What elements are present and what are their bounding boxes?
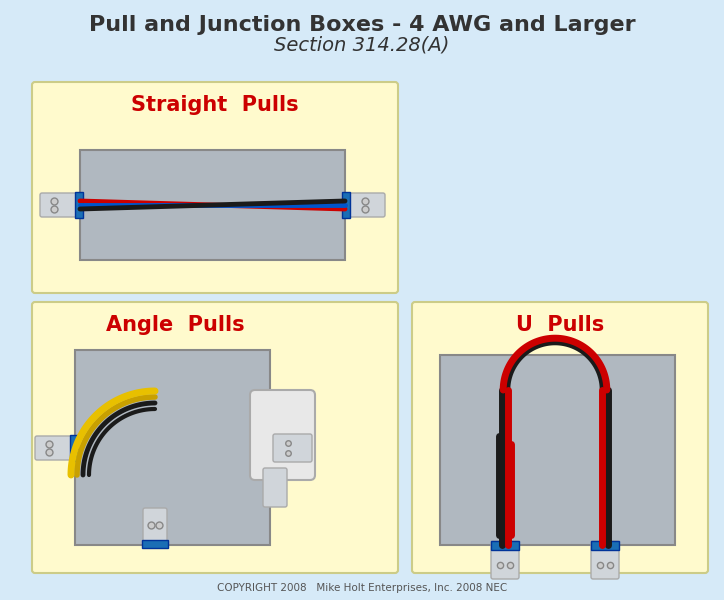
FancyBboxPatch shape — [32, 82, 398, 293]
Text: Angle  Pulls: Angle Pulls — [106, 315, 244, 335]
Text: U  Pulls: U Pulls — [516, 315, 604, 335]
Text: Pull and Junction Boxes - 4 AWG and Larger: Pull and Junction Boxes - 4 AWG and Larg… — [88, 15, 636, 35]
Bar — [142, 540, 168, 548]
Bar — [342, 192, 350, 218]
FancyBboxPatch shape — [343, 193, 385, 217]
Bar — [491, 541, 519, 550]
Text: Straight  Pulls: Straight Pulls — [131, 95, 299, 115]
FancyBboxPatch shape — [491, 541, 519, 579]
Text: COPYRIGHT 2008   Mike Holt Enterprises, Inc. 2008 NEC: COPYRIGHT 2008 Mike Holt Enterprises, In… — [217, 583, 507, 593]
FancyBboxPatch shape — [263, 468, 287, 507]
Bar — [70, 435, 78, 461]
FancyBboxPatch shape — [143, 508, 167, 547]
FancyBboxPatch shape — [273, 434, 312, 462]
FancyBboxPatch shape — [75, 350, 270, 545]
FancyBboxPatch shape — [40, 193, 82, 217]
Bar — [75, 192, 83, 218]
FancyBboxPatch shape — [80, 150, 345, 260]
FancyBboxPatch shape — [440, 355, 675, 545]
FancyBboxPatch shape — [35, 436, 77, 460]
FancyBboxPatch shape — [591, 541, 619, 579]
Bar — [591, 541, 619, 550]
Text: Section 314.28(A): Section 314.28(A) — [274, 35, 450, 55]
FancyBboxPatch shape — [32, 302, 398, 573]
FancyBboxPatch shape — [250, 390, 315, 480]
FancyBboxPatch shape — [412, 302, 708, 573]
